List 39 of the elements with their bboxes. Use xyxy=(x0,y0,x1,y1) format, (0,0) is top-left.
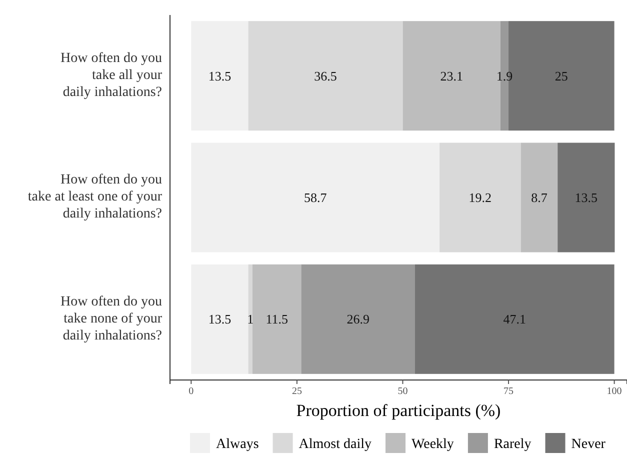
data-label: 1 xyxy=(247,312,254,327)
data-label: 47.1 xyxy=(503,312,526,327)
legend-label: Always xyxy=(216,436,259,452)
x-tick-label: 50 xyxy=(398,386,408,398)
legend-label: Rarely xyxy=(494,436,532,452)
data-label: 13.5 xyxy=(208,312,232,327)
y-tick-label: How often do you take all your daily inhalations? xyxy=(60,51,162,100)
bar xyxy=(440,142,521,252)
bar xyxy=(191,142,440,252)
data-label: 19.2 xyxy=(468,190,492,206)
bar xyxy=(301,264,416,374)
x-axis-title: Proportion of participants (%) xyxy=(296,401,501,420)
x-tick-label: 25 xyxy=(292,386,302,398)
bar xyxy=(558,142,615,252)
bar xyxy=(520,142,558,252)
data-label: 26.9 xyxy=(346,312,370,327)
bar xyxy=(191,264,248,374)
data-label: 25 xyxy=(554,68,568,84)
bar xyxy=(415,264,614,374)
legend-label: Weekly xyxy=(412,436,454,452)
y-tick-label: How often do you take none of your daily inhalations? xyxy=(60,294,162,344)
bar xyxy=(252,264,302,374)
x-tick-label: 0 xyxy=(188,386,194,398)
bar xyxy=(191,21,248,131)
bar xyxy=(248,264,253,374)
data-label: 1.9 xyxy=(496,68,513,84)
x-tick-label: 75 xyxy=(504,386,514,398)
data-label: 58.7 xyxy=(304,190,328,206)
legend-label: Almost daily xyxy=(298,436,372,452)
data-label: 11.5 xyxy=(266,312,288,327)
x-tick-label: 100 xyxy=(606,386,622,398)
data-label: 13.5 xyxy=(574,190,598,206)
data-label: 36.5 xyxy=(314,68,337,84)
bar xyxy=(248,21,403,131)
data-label: 13.5 xyxy=(208,68,232,84)
y-tick-label: How often do you take at least one of your daily inhalations? xyxy=(28,172,162,222)
legend-label: Never xyxy=(571,436,606,452)
data-label: 8.7 xyxy=(531,190,548,206)
data-label: 23.1 xyxy=(440,68,463,84)
